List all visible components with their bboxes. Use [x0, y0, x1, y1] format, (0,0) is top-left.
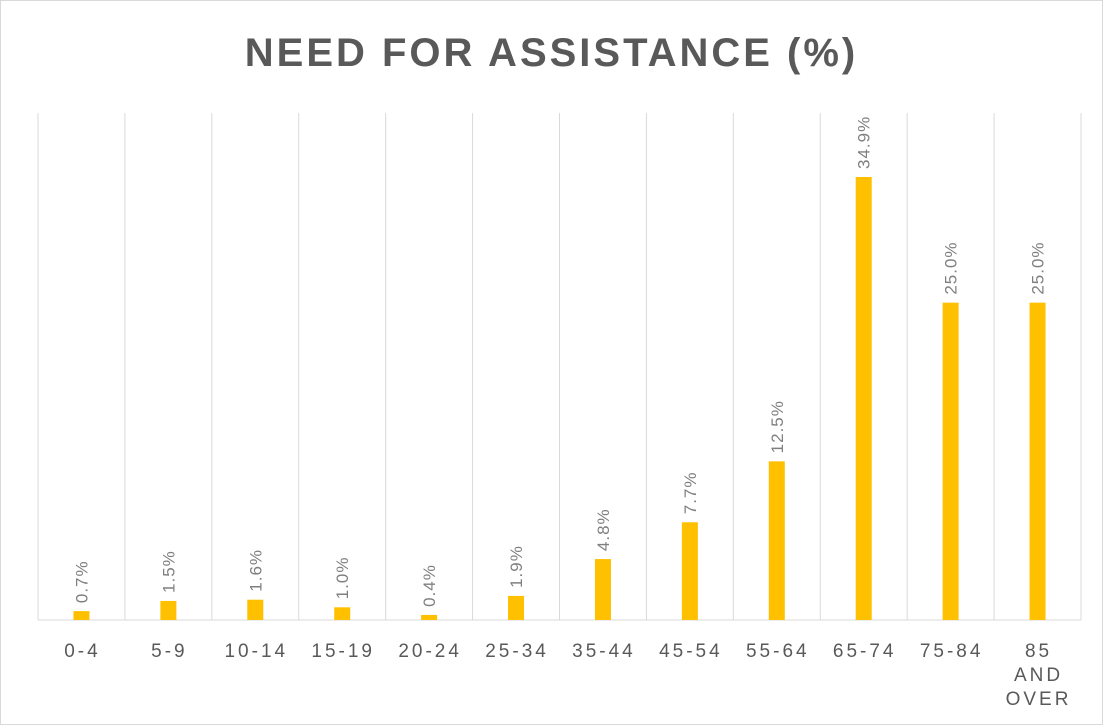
bar-65-74 — [855, 177, 872, 620]
data-label: 7.7% — [681, 472, 700, 515]
x-tick-label: OVER — [1006, 689, 1072, 710]
data-label: 4.8% — [594, 508, 613, 551]
bar-20-24 — [421, 614, 438, 620]
x-tick-label: 45-54 — [659, 641, 723, 662]
data-label: 1.6% — [246, 549, 265, 592]
bar-45-54 — [681, 522, 698, 620]
bar-15-19 — [334, 607, 351, 620]
data-label: 0.4% — [420, 564, 439, 607]
x-tick-label: 55-64 — [746, 641, 810, 662]
data-label: 34.9% — [855, 116, 874, 169]
data-label: 1.5% — [159, 550, 178, 593]
bar-75-84 — [942, 302, 959, 620]
bar-5-9 — [160, 600, 177, 620]
x-tick-label: 5-9 — [151, 641, 187, 662]
bar-35-44 — [594, 559, 611, 620]
x-tick-label: AND — [1014, 665, 1063, 686]
x-tick-label: 15-19 — [311, 641, 375, 662]
chart-title: NEED FOR ASSISTANCE (%) — [244, 31, 859, 75]
x-tick-label: 65-74 — [833, 641, 897, 662]
bar-25-34 — [508, 595, 525, 620]
x-tick-label: 0-4 — [64, 641, 100, 662]
data-label: 12.5% — [768, 400, 787, 453]
bar-85-and-over — [1029, 302, 1046, 620]
x-tick-label: 25-34 — [485, 641, 549, 662]
data-label: 25.0% — [942, 241, 961, 294]
bar-10-14 — [247, 599, 264, 620]
bar-0-4 — [73, 611, 90, 620]
data-label: 1.0% — [333, 557, 352, 600]
x-tick-label: 75-84 — [920, 641, 984, 662]
x-tick-label: 85 — [1025, 641, 1052, 662]
data-label: 1.9% — [507, 545, 526, 588]
x-tick-label: 10-14 — [224, 641, 288, 662]
x-tick-label: 35-44 — [572, 641, 636, 662]
data-label: 25.0% — [1029, 241, 1048, 294]
data-label: 0.7% — [72, 560, 91, 603]
x-tick-label: 20-24 — [398, 641, 462, 662]
bar-55-64 — [768, 461, 785, 620]
